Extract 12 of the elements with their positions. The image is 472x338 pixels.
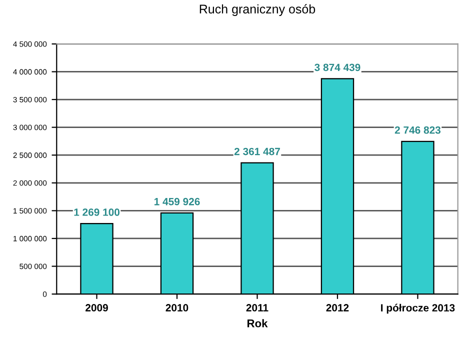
x-tick-label: 2010 xyxy=(166,304,188,312)
x-tick-label: 2009 xyxy=(86,304,108,312)
x-tick-label: I półrocze 2013 xyxy=(381,304,455,314)
data-label: 2 361 487 xyxy=(234,148,280,156)
data-label: 2 746 823 xyxy=(394,126,441,134)
data-label: 3 874 439 xyxy=(314,64,360,72)
x-axis-title: Rok xyxy=(247,319,268,328)
x-tick-label: 2012 xyxy=(326,304,349,312)
chart-title: Ruch graniczny osób xyxy=(200,4,316,16)
data-label: 1 459 926 xyxy=(154,198,200,206)
x-tick-label: 2011 xyxy=(246,304,268,312)
data-label: 1 269 100 xyxy=(74,208,120,216)
